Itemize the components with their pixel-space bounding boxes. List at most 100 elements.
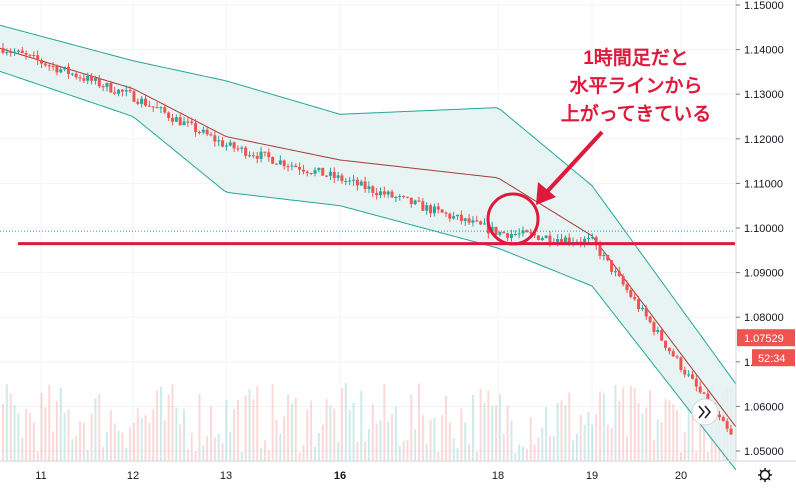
volume-bar [479, 389, 482, 461]
scroll-to-realtime-button[interactable] [691, 398, 719, 426]
volume-bar [421, 415, 424, 461]
volume-bar [198, 394, 201, 461]
candle-body [301, 169, 305, 172]
candle-body [390, 191, 394, 198]
candle-body [328, 171, 332, 176]
volume-bar [437, 452, 440, 461]
candle-body [228, 142, 232, 146]
volume-bar [394, 406, 397, 461]
volume-bar [518, 444, 521, 461]
candle-body [32, 54, 36, 56]
candle-body [352, 179, 356, 181]
candle-body [382, 191, 386, 195]
candle-body [606, 254, 610, 261]
volume-bar [136, 408, 139, 461]
volume-bar [44, 407, 47, 461]
volume-bar [383, 384, 386, 461]
volume-bar [464, 422, 467, 461]
volume-bar [236, 400, 239, 461]
candle-body [479, 221, 483, 225]
volume-bar [32, 422, 35, 461]
candle-body [598, 245, 602, 256]
volume-bar [167, 394, 170, 461]
volume-bar [618, 401, 621, 461]
gear-icon [759, 469, 771, 481]
candle-body [217, 140, 221, 142]
volume-bar [456, 448, 459, 461]
volume-bar [9, 393, 12, 461]
volume-bar [156, 390, 159, 461]
volume-bar [371, 404, 374, 461]
volume-bar [391, 414, 394, 461]
candle-body [147, 105, 151, 107]
last-price-badge [737, 329, 795, 347]
candle-body [40, 60, 44, 64]
volume-bar [152, 409, 155, 461]
candle-body [402, 196, 406, 198]
candle-body [687, 374, 691, 376]
candle-body [336, 175, 340, 178]
volume-bar [402, 441, 405, 461]
level-lines-layer [0, 230, 735, 246]
candle-body [378, 191, 382, 196]
volume-bar [329, 405, 332, 461]
candle-body [721, 417, 725, 422]
candle-body [629, 290, 633, 298]
volume-bar [109, 409, 112, 461]
volume-bar [163, 420, 166, 461]
candle-body [105, 83, 109, 87]
volume-bar [267, 450, 270, 461]
candle-body [24, 53, 28, 55]
volume-bar [687, 399, 690, 461]
candle-body [251, 155, 255, 157]
candle-body [255, 156, 259, 159]
candle-body [155, 107, 159, 109]
candle-body [348, 180, 352, 182]
candle-body [205, 129, 209, 135]
volume-bar [468, 443, 471, 461]
volume-bar [306, 409, 309, 461]
volume-bar [676, 410, 679, 461]
candle-body [482, 223, 486, 225]
price-tick-label: 1.14000 [744, 45, 784, 57]
candle-body [9, 52, 13, 54]
candle-body [610, 260, 614, 272]
price-tick-label: 1.08000 [744, 312, 784, 324]
candle-body [394, 196, 398, 198]
candle-body [259, 151, 263, 159]
volume-bar [633, 388, 636, 461]
date-tick-label: 20 [675, 470, 687, 482]
candle-body [274, 163, 278, 165]
candle-body [267, 152, 271, 158]
volume-bar [483, 402, 486, 461]
volume-bar [629, 385, 632, 461]
price-tick-label: 1.05000 [744, 446, 784, 458]
candle-body [209, 134, 213, 136]
candle-body [244, 147, 248, 156]
candle-body [509, 234, 513, 238]
candle-body [93, 78, 97, 81]
volume-bar [429, 419, 432, 461]
volume-bar [287, 394, 290, 461]
chart-settings-button[interactable] [758, 468, 772, 482]
candle-body [671, 351, 675, 357]
volume-bar [364, 441, 367, 461]
volume-bar [552, 435, 555, 461]
volume-bar [506, 405, 509, 461]
volume-bar [283, 416, 286, 461]
volume-bar [622, 387, 625, 461]
volume-bar [179, 424, 182, 461]
volume-bar [595, 414, 598, 461]
annotation-arrow-shaft [542, 130, 604, 197]
candle-body [90, 75, 94, 81]
volume-bar [17, 413, 20, 461]
volume-bar [98, 394, 101, 461]
volume-bar [132, 422, 135, 461]
candle-body [28, 54, 32, 56]
volume-bar [159, 386, 162, 461]
volume-bar [244, 395, 247, 461]
